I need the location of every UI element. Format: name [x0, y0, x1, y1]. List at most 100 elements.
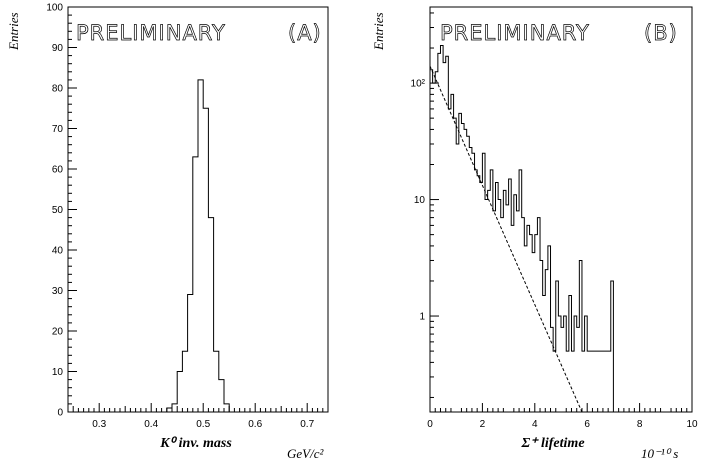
panel-b-ytick-label: 10²	[411, 79, 426, 90]
panel-a-xtick-label: 0.6	[248, 419, 262, 430]
histogram-bin	[208, 218, 213, 412]
histogram-bin	[172, 404, 177, 412]
panel-a-ytick-label: 70	[52, 124, 64, 135]
panel-a-xlabel: K⁰ inv. mass	[159, 436, 232, 451]
histogram-bin	[485, 200, 488, 412]
histogram-bin	[514, 195, 517, 412]
panel-b-watermark: PRELIMINARY	[440, 21, 590, 45]
histogram-bin	[464, 129, 467, 412]
panel-b-ticks: 0 2 4 6 8 10 1 10 10²	[411, 13, 698, 430]
histogram-bin	[535, 235, 538, 412]
histogram-bin	[592, 351, 595, 412]
histogram-bin	[501, 218, 504, 412]
panel-b-fit	[430, 66, 582, 412]
panel-b-fit-line	[430, 66, 582, 412]
histogram-bin	[522, 218, 525, 412]
histogram-bin	[214, 351, 219, 412]
histogram-bin	[448, 109, 451, 412]
panel-a-ytick-label: 90	[52, 43, 64, 54]
panel-b-ytick-label: 1	[419, 312, 425, 323]
histogram-bin	[506, 205, 509, 412]
histogram-bin	[532, 253, 535, 412]
panel-a-xtick-label: 0.3	[92, 419, 106, 430]
histogram-bin	[454, 118, 457, 412]
histogram-bin	[530, 235, 533, 412]
panel-b-xlabel: Σ⁺ lifetime	[520, 436, 584, 451]
panel-a-ytick-label: 80	[52, 84, 64, 95]
panel-a-watermark: PRELIMINARY	[76, 21, 226, 45]
histogram-bin	[527, 225, 530, 412]
panel-a-ytick-label: 50	[52, 205, 64, 216]
histogram-bin	[582, 351, 585, 412]
panel-a-ytick-label: 30	[52, 286, 64, 297]
histogram-bin	[608, 351, 611, 412]
histogram-bin	[219, 380, 224, 412]
histogram-bin	[188, 295, 193, 412]
histogram-bin	[590, 351, 593, 412]
panel-b-xtick-label: 6	[584, 419, 590, 430]
histogram-bin	[475, 170, 478, 412]
histogram-bin	[566, 351, 569, 412]
panel-a-tag: (A)	[288, 21, 322, 45]
panel-a-ytick-label: 40	[52, 246, 64, 257]
panel-a-xunit: GeV/c²	[287, 446, 324, 461]
panel-b-histogram-steps	[430, 46, 613, 412]
histogram-bin	[461, 123, 464, 412]
histogram-bin	[440, 46, 443, 412]
histogram-bin	[198, 80, 203, 412]
histogram-bin	[493, 211, 496, 412]
histogram-bin	[543, 296, 546, 412]
histogram-bin	[459, 113, 462, 412]
panel-b-xunit: 10⁻¹⁰ s	[641, 446, 678, 461]
panel-b-frame	[430, 7, 692, 412]
histogram-bin	[443, 63, 446, 412]
panel-a-histogram-steps	[167, 80, 235, 412]
histogram-bin	[587, 351, 590, 412]
histogram-bin	[498, 200, 501, 412]
histogram-bin	[488, 190, 491, 412]
panel-a-histogram	[167, 80, 235, 412]
histogram-bin	[203, 108, 208, 412]
panel-b: PRELIMINARY (B) Entries Σ⁺ lifetime 10⁻¹…	[371, 7, 698, 461]
panel-b-xtick-label: 4	[532, 419, 538, 430]
histogram-bin	[606, 351, 609, 412]
panel-a-ytick-label: 60	[52, 165, 64, 176]
histogram-bin	[177, 372, 182, 413]
histogram-bin	[577, 327, 580, 412]
panel-b-xtick-label: 10	[686, 419, 698, 430]
panel-b-tag: (B)	[644, 21, 678, 45]
panel-a-ytick-label: 0	[57, 408, 63, 419]
panel-a-ylabel: Entries	[6, 12, 21, 51]
histogram-bin	[480, 183, 483, 412]
panel-a-xtick-label: 0.5	[196, 419, 210, 430]
panel-b-histogram	[430, 46, 613, 412]
panel-a-xtick-label: 0.7	[300, 419, 314, 430]
histogram-bin	[553, 351, 556, 412]
histogram-bin	[571, 351, 574, 412]
histogram-bin	[503, 190, 506, 412]
panel-a-frame	[68, 7, 328, 412]
panel-b-xtick-label: 8	[637, 419, 643, 430]
histogram-bin	[595, 351, 598, 412]
panel-b-ytick-label: 10	[414, 195, 426, 206]
histogram-bin	[446, 56, 449, 412]
histogram-bin	[511, 225, 514, 412]
panel-a-ytick-label: 10	[52, 367, 64, 378]
panel-a-ytick-label: 100	[46, 3, 63, 14]
panel-a-ticks: 0 10 20 30 40 50 60 70 80 90 100 0.3 0.4 0.5 0.6 0.7	[46, 3, 322, 431]
histogram-bin	[467, 136, 470, 412]
panel-b-xtick-label: 0	[427, 419, 433, 430]
histogram-bin	[472, 153, 475, 412]
histogram-bin	[435, 72, 438, 412]
histogram-bin	[182, 351, 187, 412]
histogram-bin	[516, 211, 519, 412]
histogram-bin	[524, 246, 527, 412]
histogram-bin	[477, 176, 480, 412]
panel-b-ylabel: Entries	[371, 12, 386, 51]
histogram-bin	[456, 144, 459, 412]
histogram-bin	[600, 351, 603, 412]
histogram-bin	[451, 94, 454, 412]
histogram-bin	[469, 147, 472, 412]
histogram-bin	[167, 408, 172, 412]
